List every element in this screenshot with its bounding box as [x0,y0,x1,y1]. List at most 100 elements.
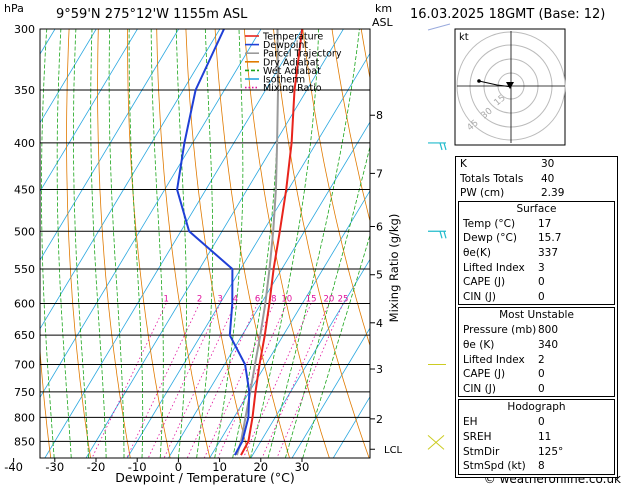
isotherm-line [40,29,262,399]
mu-row: CAPE (J) 0 [459,367,614,382]
hpa-label: hPa [4,2,24,15]
isotherm-line [40,29,97,124]
mu-value: 2 [538,353,545,366]
mixing-ratio-label: 1 [163,294,168,304]
km-tick-label: 8 [376,109,383,122]
x-tick-label: 20 [253,460,268,474]
surface-row: θe(K) 337 [459,246,614,261]
wind-barb [427,23,451,31]
hodo-label: StmSpd (kt) [463,460,526,473]
surface-row: Dewp (°C) 15.7 [459,231,614,246]
wet-adiabat-line [73,29,89,458]
hodo-value: 0 [538,416,545,429]
mu-value: 0 [538,368,545,381]
wet-adiabat-line [175,29,187,458]
surface-value: 17 [538,217,552,230]
pressure-tick-label: 600 [14,297,35,310]
mu-value: 340 [538,338,559,351]
mu-label: Pressure (mb) [463,324,537,337]
wind-barb [427,435,445,450]
mixing-ratio-axis-title: Mixing Ratio (g/kg) [387,214,401,323]
hodograph: kt 45 30 15 [454,28,566,146]
temperature-line [240,29,304,456]
wet-adiabat-line [267,29,360,458]
pressure-tick-label: 400 [14,137,35,150]
mixing-ratio-label: 20 [323,294,334,304]
dry-adiabat-line [127,29,171,458]
mixing-ratio-label: 25 [338,294,349,304]
legend-label: Dry Adiabat [263,57,320,68]
index-value: 40 [541,172,555,185]
x-tick-label: -30 [45,460,64,474]
asl-label: ASL [372,16,394,29]
index-label: PW (cm) [460,187,505,200]
dry-adiabat-line [156,29,211,458]
dry-adiabat-line [97,29,131,458]
hodo-row: StmSpd (kt) 8 [459,459,614,474]
pressure-tick-label: 500 [14,225,35,238]
isotherm-line [126,52,370,458]
isotherm-line [40,29,221,330]
surface-label: Lifted Index [463,261,525,274]
index-label: Totals Totals [460,172,524,185]
pressure-tick-label: 800 [14,411,35,424]
legend-label: Dewpoint [263,40,308,51]
hodo-value: 8 [538,460,545,473]
x-tick-label: 0 [175,460,182,474]
surface-value: 337 [538,246,559,259]
wet-adiabat-line [150,29,164,458]
hodograph-trace [478,80,512,88]
mu-value: 800 [538,324,559,337]
index-label: K [460,158,467,170]
hodograph-kt-label: kt [459,32,469,43]
mixing-ratio-label: 15 [306,294,317,304]
legend-label: Parcel Trajectory [263,49,342,60]
km-tick-label: 7 [376,167,383,180]
wind-barb [428,142,447,151]
mu-value: 0 [538,382,545,395]
surface-value: 0 [538,276,545,289]
mixing-ratio-label: 3 [217,294,222,304]
km-tick-label: 3 [376,363,383,376]
hodo-row: EH 0 [459,415,614,430]
isotherm-line [40,29,180,261]
dry-adiabat-line [302,29,370,347]
km-tick-label: 2 [376,413,383,426]
plot-frame [39,28,371,459]
mixing-ratio-line [147,303,221,458]
wind-barb-feather [443,231,447,239]
wet-adiabat-line [250,29,320,458]
wind-barb-feather [427,435,445,450]
pressure-tick-label: 650 [14,329,35,342]
wet-adiabat-line [41,29,55,458]
km-label: km [375,2,392,15]
index-row: Totals Totals 40 [456,172,617,187]
hodo-row: SREH 11 [459,430,614,445]
wind-barb-feather [443,142,447,151]
x-tick-label: -20 [87,460,106,474]
wind-barb-feather [439,142,443,151]
surface-label: CAPE (J) [463,276,506,289]
parcel-trajectory-line [235,29,279,456]
hodo-value: 125° [538,445,564,458]
mu-label: θe (K) [463,338,495,351]
surface-value: 15.7 [538,232,562,245]
mu-label: Lifted Index [463,353,525,366]
mixing-ratio-line [276,303,344,458]
mu-label: CIN (J) [463,382,496,395]
surface-row: Lifted Index 3 [459,261,614,276]
isotherm-line [291,327,370,458]
most-unstable-title: Most Unstable [499,309,574,322]
surface-label: θe(K) [463,246,491,259]
dry-adiabat-line [40,29,52,458]
legend-label: Temperature [262,32,323,43]
dry-adiabat-line [273,29,370,458]
dry-adiabat-line [214,29,290,458]
dry-adiabat-line [66,29,91,458]
profile-layer [176,29,304,456]
surface-value: 3 [538,261,545,274]
wind-barb-staff [427,23,451,31]
index-value: 30 [541,158,555,170]
pressure-tick-label: 450 [14,184,35,197]
